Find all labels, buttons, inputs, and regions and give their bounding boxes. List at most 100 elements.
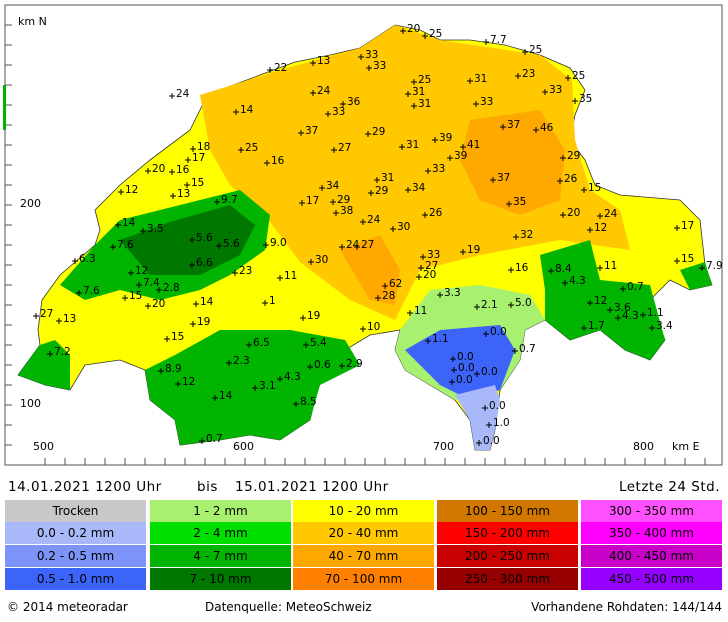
station-value: 33	[427, 249, 440, 261]
station-marker	[360, 219, 366, 225]
station-value: 15	[191, 177, 204, 189]
station-marker	[300, 315, 306, 321]
station-value: 37	[507, 119, 520, 131]
station-marker	[447, 155, 453, 161]
station-marker	[263, 242, 269, 248]
legend-swatch	[581, 568, 722, 590]
station-value: 17	[306, 195, 319, 207]
station-value: 25	[418, 74, 431, 86]
station-marker	[110, 244, 116, 250]
station-value: 20	[423, 269, 436, 281]
station-value: 5.4	[310, 337, 327, 349]
legend-label: 400 - 450 mm	[609, 549, 694, 563]
station-marker	[267, 67, 273, 73]
station-value: 31	[381, 172, 394, 184]
station-value: 8.5	[300, 396, 317, 408]
legend-swatch	[5, 545, 146, 567]
station-value: 34	[412, 182, 426, 194]
station-value: 38	[340, 205, 353, 217]
station-value: 29	[372, 126, 385, 138]
station-marker	[422, 212, 428, 218]
legend-label: 100 - 150 mm	[465, 504, 550, 518]
station-marker	[486, 422, 492, 428]
station-value: 0.0	[457, 351, 474, 363]
station-marker	[437, 292, 443, 298]
station-marker	[246, 342, 252, 348]
legend-swatch	[293, 522, 434, 544]
station-value: 4.3	[622, 310, 639, 322]
station-marker	[374, 177, 380, 183]
station-marker	[674, 258, 680, 264]
station-value: 32	[520, 229, 533, 241]
period-bis: bis	[197, 479, 218, 495]
legend-swatch	[437, 568, 578, 590]
station-value: 17	[681, 220, 694, 232]
station-marker	[474, 304, 480, 310]
station-marker	[506, 201, 512, 207]
station-marker	[115, 222, 121, 228]
station-marker	[303, 342, 309, 348]
area-geneva-green	[18, 340, 70, 390]
station-value: 23	[522, 68, 535, 80]
y-label: 200	[20, 197, 41, 210]
station-marker	[212, 395, 218, 401]
station-marker	[411, 79, 417, 85]
station-value: 23	[239, 265, 252, 277]
station-value: 35	[513, 196, 526, 208]
y-label: 100	[20, 397, 41, 410]
station-value: 4.3	[284, 371, 301, 383]
station-value: 37	[497, 172, 510, 184]
station-value: 14	[122, 217, 136, 229]
station-value: 30	[315, 254, 328, 266]
area-20-40	[200, 25, 630, 320]
station-marker	[118, 189, 124, 195]
station-value: 11	[414, 305, 427, 317]
area-ticino-light	[455, 385, 500, 450]
station-value: 29	[337, 194, 350, 206]
station-marker	[597, 265, 603, 271]
station-value: 34	[326, 180, 340, 192]
station-marker	[298, 130, 304, 136]
legend-swatch	[293, 568, 434, 590]
data-source: Datenquelle: MeteoSchweiz	[205, 600, 372, 614]
legend-swatch	[5, 522, 146, 544]
station-value: 33	[480, 96, 493, 108]
station-value: 13	[177, 188, 190, 200]
station-marker	[252, 385, 258, 391]
station-marker	[416, 274, 422, 280]
station-value: 22	[274, 62, 287, 74]
legend-swatch	[581, 500, 722, 522]
station-marker	[145, 303, 151, 309]
station-marker	[512, 348, 518, 354]
station-marker	[189, 262, 195, 268]
station-marker	[649, 325, 655, 331]
station-marker	[500, 124, 506, 130]
station-marker	[190, 146, 196, 152]
legend-label: Trocken	[52, 504, 99, 518]
station-marker	[533, 127, 539, 133]
station-marker	[572, 98, 578, 104]
station-marker	[339, 244, 345, 250]
legend-label: 10 - 20 mm	[329, 504, 399, 518]
station-value: 11	[284, 270, 297, 282]
station-value: 20	[152, 163, 165, 175]
station-value: 12	[125, 184, 138, 196]
station-marker	[299, 200, 305, 206]
station-marker	[158, 368, 164, 374]
map	[3, 4, 723, 466]
station-value: 24	[176, 88, 190, 100]
period-from: 14.01.2021 1200 Uhr	[8, 479, 162, 495]
station-marker	[277, 275, 283, 281]
station-value: 33	[373, 60, 386, 72]
legend-label: 20 - 40 mm	[329, 526, 399, 540]
legend-label: 70 - 100 mm	[325, 572, 402, 586]
station-value: 46	[540, 122, 554, 134]
station-marker	[405, 91, 411, 97]
station-marker	[330, 199, 336, 205]
station-marker	[156, 287, 162, 293]
station-marker	[365, 131, 371, 137]
station-value: 29	[567, 150, 580, 162]
station-value: 8.9	[165, 363, 182, 375]
station-marker	[587, 227, 593, 233]
station-value: 25	[572, 70, 585, 82]
